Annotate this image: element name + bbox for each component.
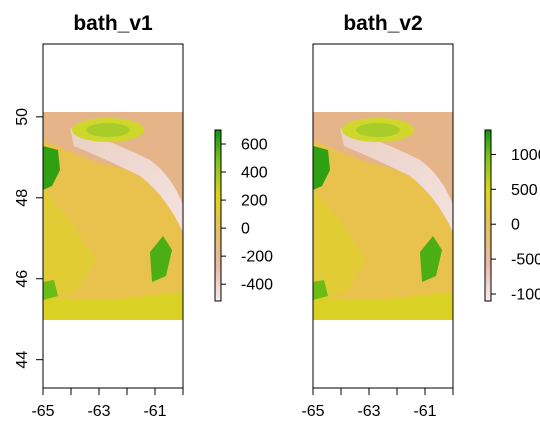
y-tick-label: 46 <box>14 270 31 288</box>
x-tick-label: -63 <box>357 403 380 420</box>
y-tick-label: 44 <box>14 351 31 369</box>
x-axis: -65 -63 -61 <box>301 388 454 420</box>
color-legend: 1000 500 0 -500 -1000 <box>484 129 540 304</box>
y-tick-label: 48 <box>14 189 31 207</box>
y-axis: 44 46 48 50 <box>14 108 43 369</box>
legend-tick-label: 600 <box>241 137 268 154</box>
bathymetry-raster <box>43 112 183 320</box>
plot-title: bath_v1 <box>73 12 153 35</box>
x-tick-label: -65 <box>301 403 324 420</box>
y-tick-label: 50 <box>14 108 31 126</box>
plot-frame <box>42 43 184 389</box>
panel-bath-v2: bath_v2 -65 -63 -61 1000 500 0 -500 -1000 <box>301 12 540 420</box>
panel-bath-v1: bath_v1 -65 -63 -61 44 46 48 50 600 400 200 0 -20… <box>14 12 273 420</box>
color-legend: 600 400 200 0 -200 -400 <box>214 129 273 302</box>
legend-colorbar <box>214 129 222 302</box>
legend-tick-label: 0 <box>241 221 250 238</box>
x-tick-label: -61 <box>143 403 166 420</box>
x-axis: -65 -63 -61 <box>31 388 184 420</box>
x-tick-label: -61 <box>413 403 436 420</box>
plot-title: bath_v2 <box>343 12 422 35</box>
plot-frame <box>312 43 454 389</box>
legend-colorbar <box>484 129 492 302</box>
legend-tick-label: -500 <box>511 252 540 269</box>
x-tick-label: -63 <box>87 403 110 420</box>
legend-tick-label: 500 <box>511 182 538 199</box>
legend-tick-label: 0 <box>511 217 520 234</box>
legend-tick-label: 1000 <box>511 147 540 164</box>
legend-tick-label: -1000 <box>511 287 540 304</box>
legend-tick-label: -200 <box>241 249 273 266</box>
legend-tick-label: 400 <box>241 165 268 182</box>
legend-tick-label: -400 <box>241 277 273 294</box>
bathymetry-raster <box>313 112 453 320</box>
x-tick-label: -65 <box>31 403 54 420</box>
legend-tick-label: 200 <box>241 193 268 210</box>
